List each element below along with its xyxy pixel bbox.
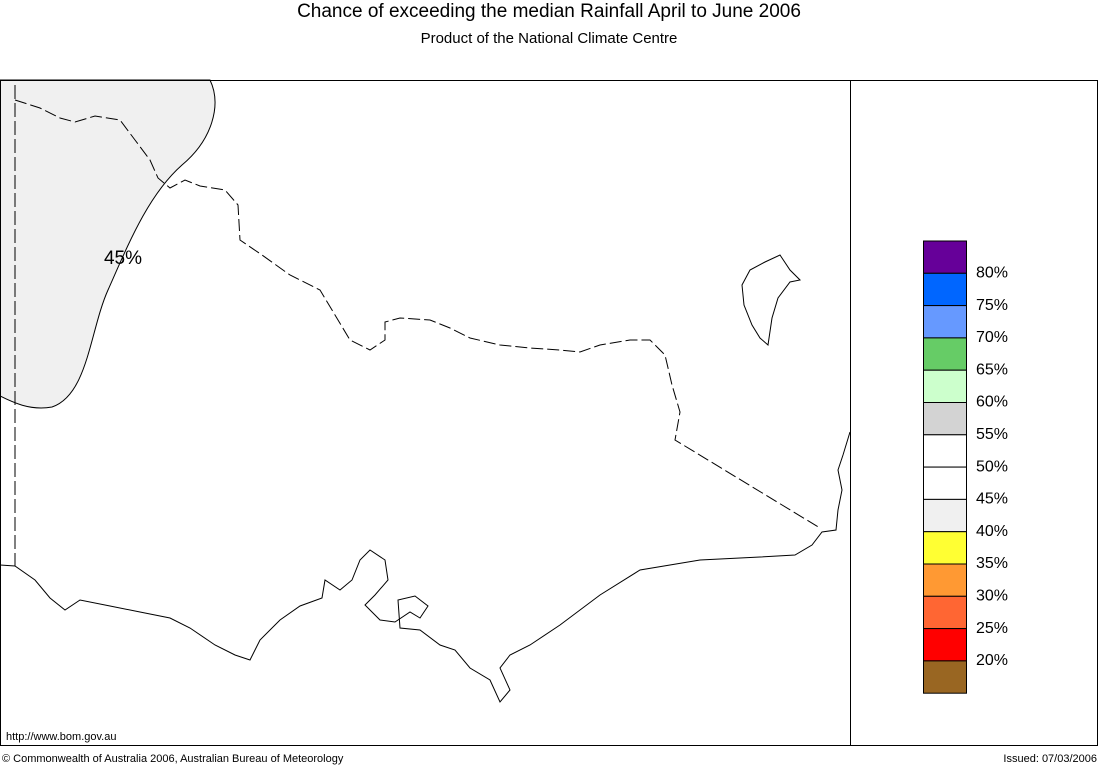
legend-label: 65% [976, 361, 1008, 378]
copyright: © Commonwealth of Australia 2006, Austra… [2, 753, 344, 765]
legend-swatch [923, 337, 967, 371]
legend-swatch [923, 595, 967, 630]
legend-swatch [923, 305, 967, 339]
legend-swatch [923, 628, 967, 662]
legend-label: 80% [976, 265, 1008, 282]
title: Chance of exceeding the median Rainfall … [297, 1, 801, 22]
legend-swatch [923, 369, 967, 404]
legend-label: 40% [976, 523, 1008, 540]
map-frame [0, 80, 1098, 746]
legend-swatch [923, 498, 967, 533]
legend-swatch [923, 434, 967, 468]
legend-swatch [923, 660, 967, 694]
legend-label: 30% [976, 588, 1008, 605]
legend-swatch [923, 402, 967, 436]
legend-label: 55% [976, 426, 1008, 443]
legend-label: 35% [976, 555, 1008, 572]
legend-swatch [923, 563, 967, 597]
probability-region [0, 79, 216, 409]
legend: 80% 75% 70% 65% 60% 55% 50% 45% 40% 35% 30% 25% 20% [923, 240, 1008, 694]
coastline [0, 431, 851, 703]
contour-label: 45% [104, 248, 142, 269]
legend-label: 25% [976, 620, 1008, 637]
legend-label: 60% [976, 394, 1008, 411]
legend-swatch [923, 531, 967, 565]
legend-swatch [923, 272, 967, 307]
legend-label: 75% [976, 297, 1008, 314]
legend-label: 70% [976, 329, 1008, 346]
issued-date: Issued: 07/03/2006 [1003, 753, 1097, 765]
legend-label: 50% [976, 458, 1008, 475]
state-border [14, 99, 821, 529]
legend-swatch [923, 240, 967, 274]
legend-label: 45% [976, 491, 1008, 508]
map: 45% [0, 79, 851, 703]
island [741, 254, 802, 346]
url: http://www.bom.gov.au [6, 731, 116, 743]
legend-label: 20% [976, 652, 1008, 669]
legend-swatch [923, 466, 967, 500]
subtitle: Product of the National Climate Centre [421, 30, 678, 47]
